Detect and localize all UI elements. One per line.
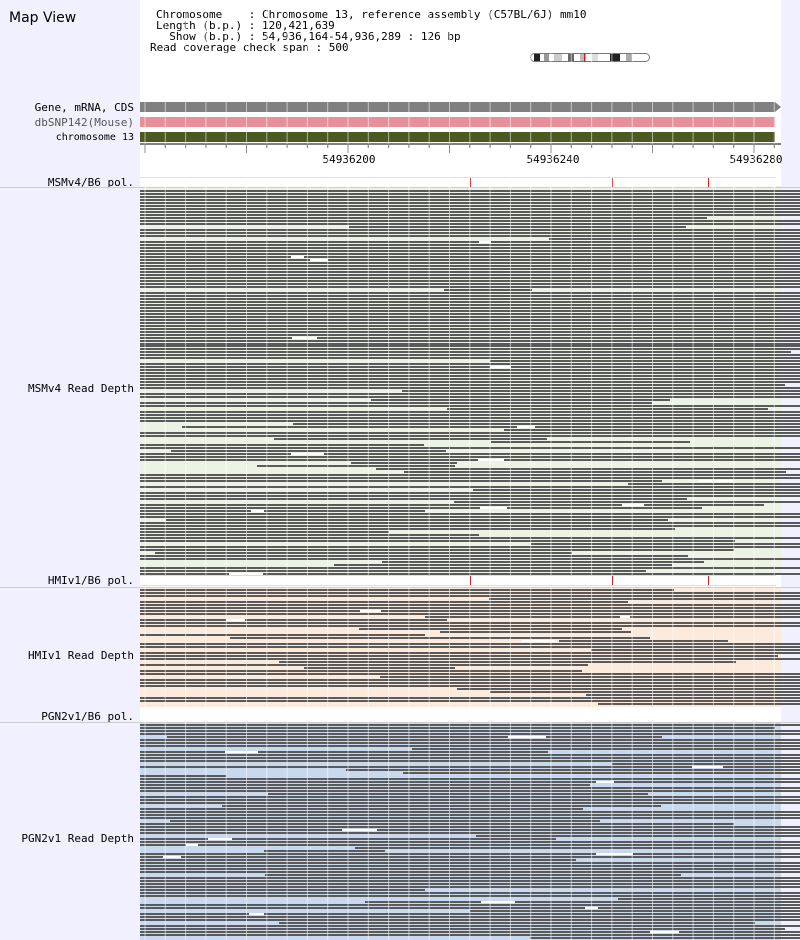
chromosome-info: Chromosome : Chromosome 13, reference as… xyxy=(156,8,587,21)
pgn2v1-pol-label: PGN2v1/B6 pol. xyxy=(41,710,134,723)
hmiv1-depth-label: HMIv1 Read Depth xyxy=(28,649,134,662)
section-divider xyxy=(0,722,800,723)
section-divider xyxy=(0,187,800,188)
ruler-label: 54936200 xyxy=(322,153,376,166)
hmiv1-depth-area xyxy=(140,587,781,707)
dbsnp-track[interactable] xyxy=(140,117,775,127)
snp-marker[interactable] xyxy=(708,178,709,187)
dbsnp-track-label: dbSNP142(Mouse) xyxy=(34,116,134,129)
pgn2v1-depth-area xyxy=(140,722,781,940)
ruler-label: 54936280 xyxy=(729,153,783,166)
gene-direction-arrow-icon xyxy=(775,102,781,112)
ruler-ticks xyxy=(140,143,781,153)
section-divider xyxy=(0,587,800,588)
msmv4-depth-area xyxy=(140,186,781,574)
coordinate-ruler: 54936200 54936240 54936280 xyxy=(140,143,783,173)
chromosome-ideogram[interactable] xyxy=(530,53,650,62)
snp-marker[interactable] xyxy=(708,576,709,585)
msmv4-pol-label: MSMv4/B6 pol. xyxy=(47,176,134,189)
region-info: Chromosome : Chromosome 13, reference as… xyxy=(150,9,586,53)
left-label-panel xyxy=(0,0,140,940)
snp-marker[interactable] xyxy=(470,178,471,187)
chromosome-track[interactable] xyxy=(140,132,775,142)
gene-track[interactable] xyxy=(140,102,775,112)
hmiv1-polymorphism-bar[interactable] xyxy=(140,575,776,586)
snp-marker[interactable] xyxy=(470,576,471,585)
right-scroll-strip xyxy=(781,0,800,940)
chromosome-track-label: chromosome 13 xyxy=(55,132,134,143)
msmv4-depth-label: MSMv4 Read Depth xyxy=(28,382,134,395)
ruler-label: 54936240 xyxy=(526,153,580,166)
show-info: Show (b.p.) : 54,936,164-54,936,289 : 12… xyxy=(156,30,461,43)
hmiv1-pol-label: HMIv1/B6 pol. xyxy=(47,574,134,587)
snp-marker[interactable] xyxy=(612,178,613,187)
page-title: Map View xyxy=(9,10,77,26)
length-info: Length (b.p.) : 120,421,639 xyxy=(156,19,335,32)
gene-track-label: Gene, mRNA, CDS xyxy=(34,101,134,114)
snp-marker[interactable] xyxy=(612,576,613,585)
pgn2v1-depth-label: PGN2v1 Read Depth xyxy=(21,832,134,845)
coverage-info: Read coverage check span : 500 xyxy=(150,41,349,54)
